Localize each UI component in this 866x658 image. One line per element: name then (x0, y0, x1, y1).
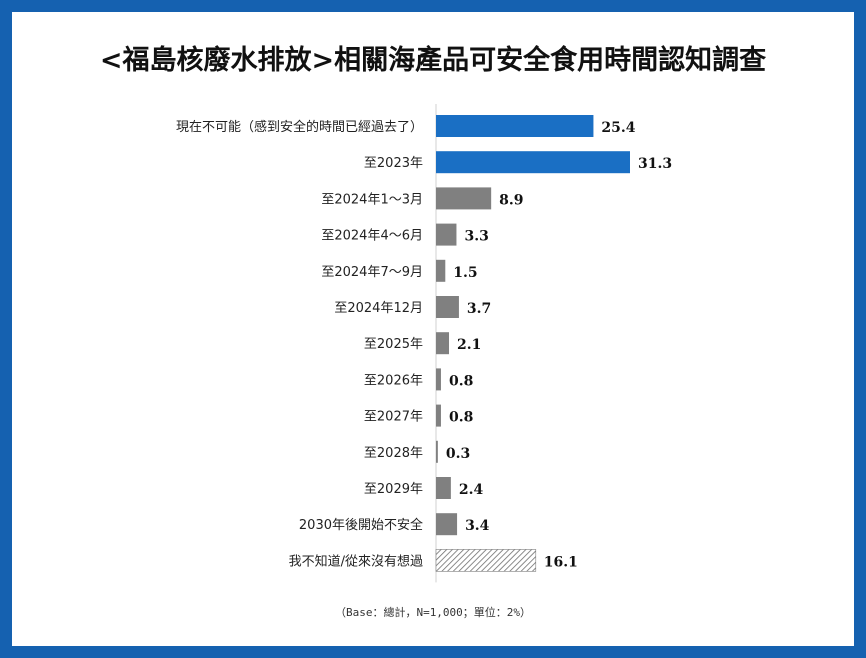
bar (436, 332, 450, 355)
bar (436, 368, 441, 391)
bar (436, 115, 594, 137)
bar (436, 296, 459, 318)
value-label: 16.1 (544, 554, 578, 570)
bar (436, 477, 451, 499)
value-label: 0.8 (449, 410, 473, 426)
value-label: 3.7 (467, 301, 491, 317)
value-label: 2.1 (457, 337, 481, 353)
value-label: 2.4 (459, 482, 484, 498)
bar (436, 151, 630, 174)
chart-title: <福島核廢水排放>相關海產品可安全食用時間認知調查 (99, 45, 767, 76)
bar (435, 549, 537, 572)
value-label: 3.4 (465, 518, 490, 534)
value-label: 31.3 (638, 156, 672, 172)
value-label: 1.5 (453, 265, 477, 281)
bar (436, 440, 438, 463)
value-label: 0.8 (449, 373, 473, 389)
category-label: 至2025年 (364, 337, 423, 352)
value-label: 25.4 (601, 120, 635, 136)
category-label: 至2026年 (364, 373, 423, 388)
bar (436, 187, 492, 210)
category-label: 至2023年 (364, 156, 423, 171)
category-label: 現在不可能（感到安全的時間已經過去了） (176, 119, 423, 135)
category-label: 至2024年4～6月 (321, 229, 423, 244)
category-label: 至2028年 (364, 446, 423, 461)
value-label: 8.9 (499, 192, 523, 208)
footnote: （Base：總計，N=1,000；單位：2%） (334, 606, 532, 619)
category-label: 至2024年12月 (334, 301, 423, 316)
bar (436, 223, 457, 246)
category-label: 至2027年 (364, 410, 423, 425)
category-label: 我不知道/從來沒有想過 (289, 553, 423, 569)
value-label: 3.3 (464, 229, 488, 245)
bar (436, 513, 458, 536)
value-label: 0.3 (446, 446, 470, 462)
category-label: 至2024年1～3月 (321, 192, 423, 207)
category-label: 至2029年 (364, 482, 423, 497)
bar (436, 259, 446, 282)
bar (436, 404, 441, 427)
category-label: 2030年後開始不安全 (299, 517, 423, 533)
category-label: 至2024年7～9月 (321, 265, 423, 280)
